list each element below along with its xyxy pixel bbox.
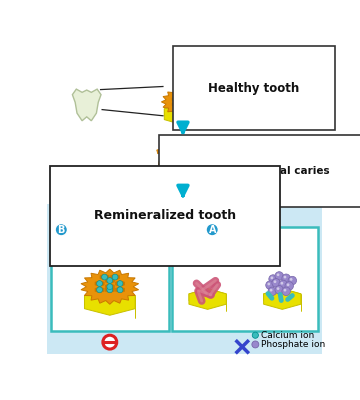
- Circle shape: [270, 289, 273, 292]
- Polygon shape: [167, 168, 199, 186]
- Circle shape: [117, 287, 123, 293]
- Polygon shape: [85, 289, 110, 305]
- Circle shape: [112, 274, 118, 280]
- Circle shape: [117, 281, 123, 286]
- Text: Loss of hydroxyapatite: Loss of hydroxyapatite: [240, 148, 358, 158]
- Polygon shape: [264, 289, 282, 301]
- Polygon shape: [105, 278, 114, 283]
- Text: A: A: [208, 225, 216, 235]
- Polygon shape: [164, 104, 202, 125]
- Polygon shape: [282, 289, 301, 301]
- Polygon shape: [186, 167, 192, 171]
- Polygon shape: [95, 287, 104, 293]
- Circle shape: [280, 282, 283, 285]
- Polygon shape: [100, 274, 109, 280]
- Polygon shape: [165, 154, 202, 178]
- Circle shape: [288, 276, 297, 285]
- Text: Phosphate ion: Phosphate ion: [261, 340, 325, 349]
- Polygon shape: [48, 204, 321, 354]
- Polygon shape: [187, 97, 194, 102]
- Polygon shape: [105, 284, 114, 290]
- Polygon shape: [174, 167, 179, 171]
- Polygon shape: [180, 102, 186, 107]
- Circle shape: [102, 274, 107, 280]
- Circle shape: [274, 280, 276, 283]
- Polygon shape: [111, 274, 120, 280]
- Polygon shape: [187, 102, 194, 107]
- Polygon shape: [201, 152, 208, 157]
- Circle shape: [285, 282, 293, 290]
- Polygon shape: [81, 269, 139, 304]
- Polygon shape: [95, 281, 104, 286]
- Circle shape: [282, 274, 291, 282]
- Polygon shape: [85, 289, 135, 315]
- Polygon shape: [116, 281, 125, 286]
- Circle shape: [284, 276, 286, 278]
- Circle shape: [269, 275, 277, 283]
- Polygon shape: [172, 102, 179, 107]
- Circle shape: [266, 281, 274, 289]
- Circle shape: [107, 287, 113, 293]
- Circle shape: [268, 287, 276, 296]
- Circle shape: [282, 287, 291, 296]
- Polygon shape: [176, 92, 183, 96]
- Text: Healthy tooth: Healthy tooth: [208, 82, 300, 94]
- Polygon shape: [180, 167, 186, 171]
- Polygon shape: [172, 97, 179, 102]
- Text: Enamel: Enamel: [227, 77, 266, 87]
- Circle shape: [267, 283, 270, 285]
- Circle shape: [290, 278, 293, 281]
- Polygon shape: [183, 168, 199, 179]
- Circle shape: [55, 224, 67, 236]
- Circle shape: [270, 276, 273, 279]
- Circle shape: [103, 335, 117, 349]
- Text: Dentine: Dentine: [227, 117, 268, 127]
- Polygon shape: [158, 161, 165, 166]
- Polygon shape: [167, 168, 183, 179]
- Polygon shape: [180, 160, 186, 164]
- Polygon shape: [164, 104, 183, 116]
- Polygon shape: [189, 289, 226, 309]
- Polygon shape: [186, 162, 192, 166]
- Polygon shape: [200, 175, 206, 180]
- Polygon shape: [116, 287, 125, 293]
- Polygon shape: [172, 227, 319, 331]
- Polygon shape: [180, 95, 186, 99]
- Circle shape: [275, 272, 283, 280]
- Polygon shape: [264, 289, 301, 309]
- Polygon shape: [180, 100, 186, 104]
- Circle shape: [287, 283, 289, 286]
- Polygon shape: [110, 289, 135, 305]
- Polygon shape: [105, 287, 114, 293]
- Circle shape: [97, 281, 103, 286]
- Polygon shape: [72, 89, 101, 121]
- Text: Calcium ion: Calcium ion: [261, 331, 314, 340]
- Circle shape: [275, 286, 283, 294]
- Polygon shape: [183, 104, 202, 116]
- Circle shape: [277, 273, 279, 276]
- Polygon shape: [189, 289, 208, 301]
- Circle shape: [252, 341, 259, 348]
- Circle shape: [252, 332, 258, 338]
- Circle shape: [272, 279, 280, 287]
- Polygon shape: [184, 92, 190, 96]
- Polygon shape: [50, 227, 169, 331]
- Polygon shape: [161, 88, 204, 116]
- Circle shape: [107, 284, 113, 290]
- Circle shape: [277, 287, 279, 290]
- Circle shape: [107, 278, 113, 284]
- Text: Remineralized tooth: Remineralized tooth: [94, 209, 236, 222]
- Polygon shape: [208, 289, 226, 301]
- Circle shape: [284, 289, 286, 292]
- Text: Tooth with initial caries: Tooth with initial caries: [191, 166, 329, 176]
- Polygon shape: [204, 161, 211, 166]
- Text: B: B: [58, 225, 65, 235]
- Circle shape: [97, 287, 103, 293]
- Circle shape: [279, 280, 287, 289]
- Polygon shape: [157, 149, 163, 154]
- Polygon shape: [174, 162, 179, 166]
- Circle shape: [206, 224, 219, 236]
